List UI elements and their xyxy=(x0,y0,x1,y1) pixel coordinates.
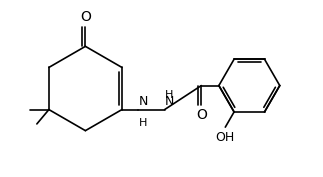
Text: OH: OH xyxy=(216,131,235,144)
Text: N: N xyxy=(165,95,175,108)
Text: O: O xyxy=(196,108,207,122)
Text: O: O xyxy=(80,10,91,24)
Text: H: H xyxy=(139,118,147,128)
Text: H: H xyxy=(165,90,173,100)
Text: N: N xyxy=(139,95,148,108)
